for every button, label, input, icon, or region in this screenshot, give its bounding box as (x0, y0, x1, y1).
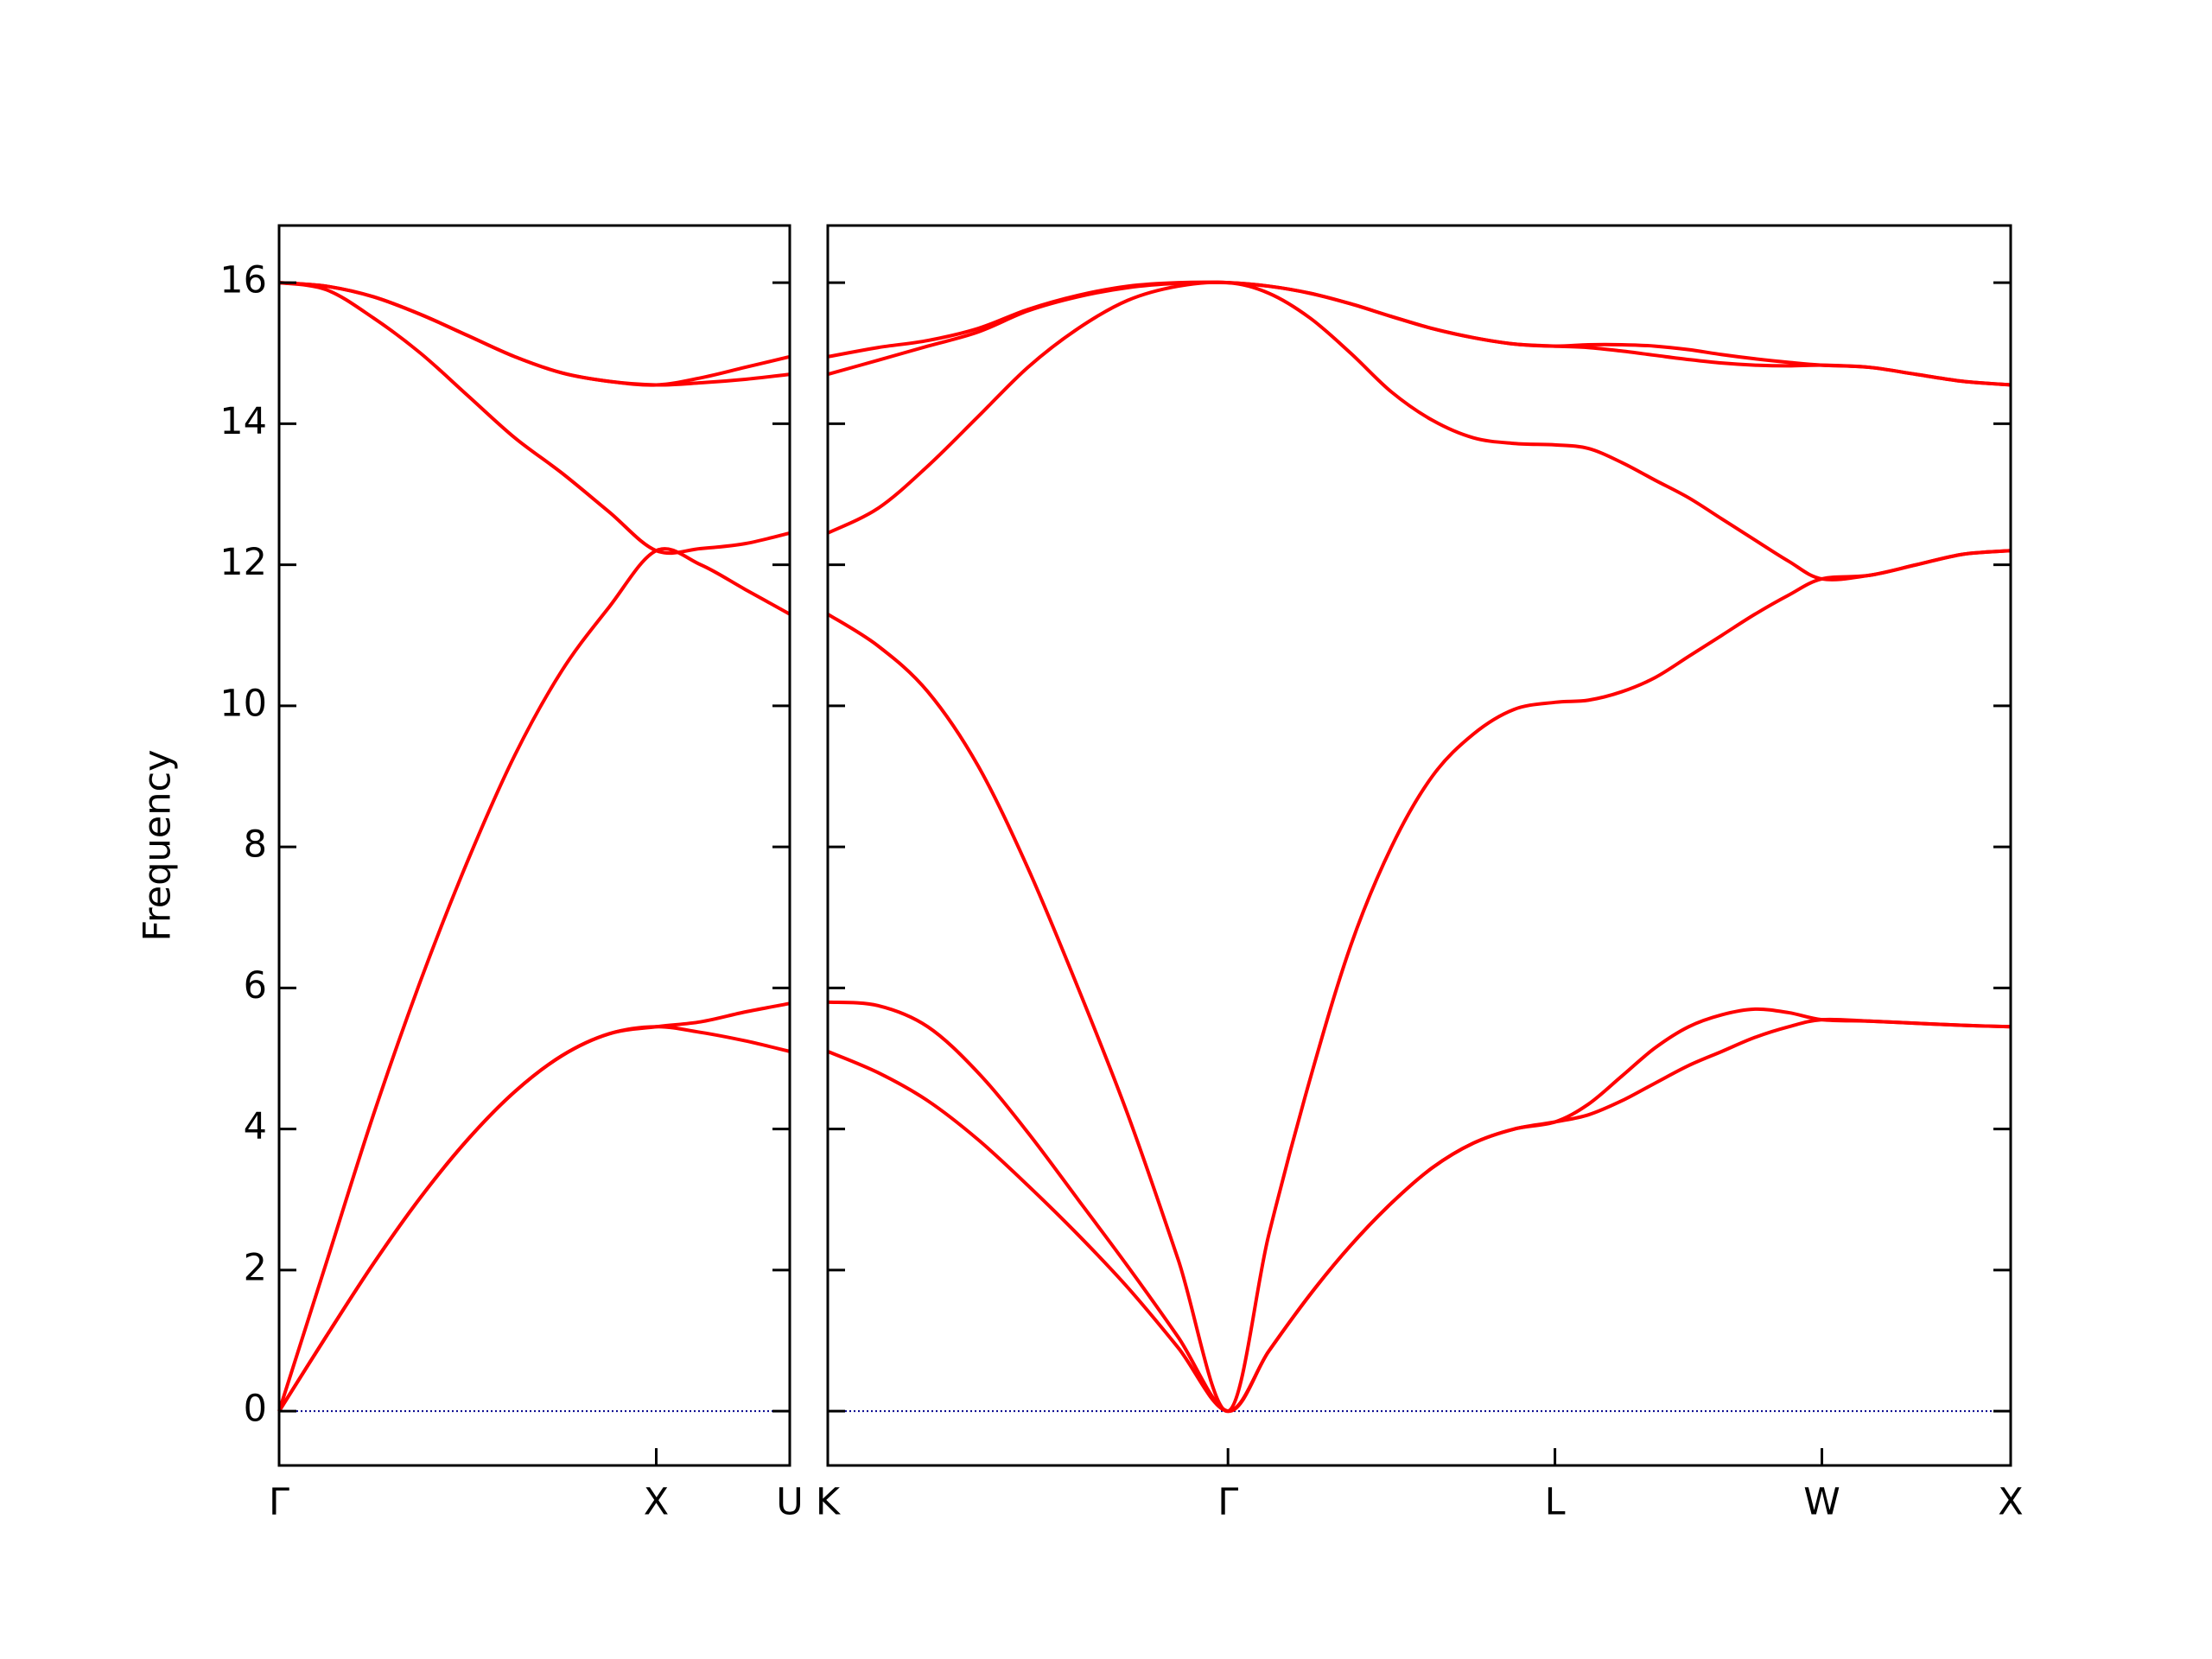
y-tick-label: 16 (219, 259, 267, 302)
y-tick-label: 2 (244, 1246, 267, 1289)
y-axis-label: Frequency (137, 749, 180, 941)
band-line (827, 280, 2012, 387)
band-line (827, 280, 2012, 387)
band-line (277, 1025, 791, 1413)
x-tick-label: X (1998, 1481, 2023, 1524)
y-tick-label: 0 (244, 1388, 267, 1431)
y-tick-label: 6 (244, 964, 267, 1007)
plot-frame (826, 224, 2012, 1467)
x-tick-label: L (1545, 1481, 1566, 1524)
y-tick-label: 12 (219, 541, 267, 584)
band-line (827, 1000, 2012, 1414)
x-tick-label: K (816, 1481, 842, 1524)
y-tick-label: 10 (219, 682, 267, 725)
band-line (827, 280, 2012, 582)
band-line (277, 547, 791, 1412)
x-tick-label: W (1803, 1481, 1840, 1524)
band-line (278, 281, 791, 387)
y-tick-label: 8 (244, 823, 267, 867)
y-tick-label: 4 (244, 1105, 267, 1148)
band-line (826, 549, 2012, 1414)
plot-frame (277, 224, 791, 1467)
x-tick-label: X (644, 1481, 669, 1524)
x-tick-label: Γ (269, 1481, 289, 1524)
band-line (278, 281, 791, 556)
x-tick-label: Γ (1217, 1481, 1238, 1524)
band-line (277, 1001, 791, 1413)
y-tick-label: 14 (219, 400, 267, 443)
band-line (827, 1017, 2012, 1414)
x-tick-label: U (776, 1481, 803, 1524)
band-line (278, 281, 791, 387)
